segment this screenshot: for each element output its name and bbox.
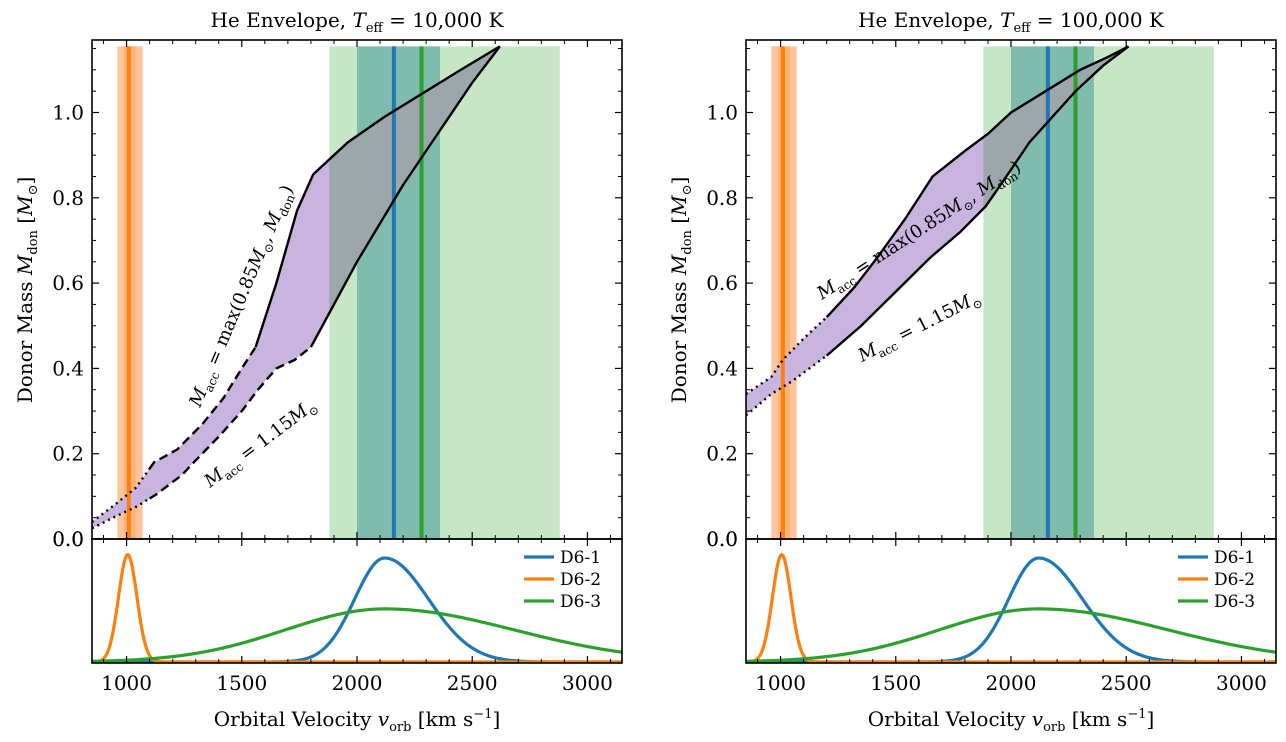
right-ytick-label: 0.0 [706,527,738,551]
right-legend: D6-1D6-2D6-3 [1178,548,1255,612]
left-ytick-label: 0.2 [52,442,84,466]
right-legend-label-d6-1: D6-1 [1214,548,1255,568]
left-panel-title: He Envelope, Teff = 10,000 K [210,8,504,36]
left-legend-label-d6-2: D6-2 [560,570,601,590]
left-ytick-zero: 0.0 [52,527,84,551]
right-ytick-label: 0.8 [706,186,738,210]
right-ytick-label: 0.4 [706,356,738,380]
left-curve-upper-dashed [148,346,257,470]
right-xtick-label: 2500 [1101,671,1152,695]
left-pdf-panel: 1000 1500 2000 2500 3000 D6-1D6-2D6-3 [91,538,623,695]
left-legend: D6-1D6-2D6-3 [524,548,601,612]
left-x-axis-label: Orbital Velocity vorb [km s−1] [214,707,501,735]
left-ytick-label: 0.6 [52,271,84,295]
left-ytick-label: 0.4 [52,356,84,380]
left-curve-lower-solid [309,45,501,348]
left-pdf-d6-3 [92,607,622,663]
right-ytick-label: 0.6 [706,271,738,295]
right-curve-upper-solid [825,45,1130,319]
left-mass-region-overlap [329,46,500,313]
left-pdf-d6-2 [92,552,622,663]
right-pdf-panel: 1000 1500 2000 2500 3000 D6-1D6-2D6-3 [745,538,1277,695]
right-xtick-label: 1500 [870,671,921,695]
right-curve-lower-solid [825,45,1130,357]
left-ytick-label: 0.8 [52,186,84,210]
left-xtick-label: 1000 [101,671,152,695]
right-pdf-d6-3 [746,607,1276,663]
left-ytick-label: 0.0 [52,527,84,551]
right-mass-region-overlap [983,46,1129,209]
left-main-panel: He Envelope, Teff = 10,000 K Macc = max(… [52,8,623,551]
right-legend-label-d6-3: D6-3 [1214,592,1255,612]
left-xtick-label: 3000 [562,671,613,695]
right-ytick-label: 1.0 [706,101,738,125]
right-curve-lower-dotted [746,354,828,417]
right-mass-region [746,46,1129,416]
right-x-axis-label: Orbital Velocity vorb [km s−1] [868,707,1155,735]
right-main-panel: He Envelope, Teff = 100,000 K Macc = max… [706,8,1277,551]
left-xtick-label: 1500 [216,671,267,695]
right-pdf-d6-2 [746,552,1276,663]
left-curve-upper-solid [254,45,501,348]
right-xtick-label: 1000 [755,671,806,695]
right-ytick-zero: 0.0 [706,527,738,551]
left-legend-label-d6-1: D6-1 [560,548,601,568]
left-xtick-label: 2000 [332,671,383,695]
left-legend-label-d6-3: D6-3 [560,592,601,612]
left-xtick-label: 2500 [447,671,498,695]
right-curve-upper-dotted [746,316,828,395]
right-panel-title: He Envelope, Teff = 100,000 K [858,8,1165,36]
right-xtick-label: 3000 [1216,671,1267,695]
right-y-axis-label: Donor Mass Mdon [M⊙] [667,177,695,404]
right-ytick-label: 0.2 [706,442,738,466]
left-ytick-label: 1.0 [52,101,84,125]
left-curve-upper-dotted [92,467,151,523]
right-xtick-label: 2000 [986,671,1037,695]
right-legend-label-d6-2: D6-2 [1214,570,1255,590]
left-y-axis-label: Donor Mass Mdon [M⊙] [13,177,41,404]
